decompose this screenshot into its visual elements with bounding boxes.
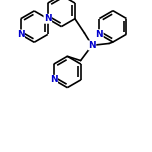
Text: N: N bbox=[50, 75, 58, 84]
Text: N: N bbox=[88, 41, 96, 50]
Text: N: N bbox=[96, 30, 103, 39]
Text: N: N bbox=[17, 30, 24, 39]
Text: N: N bbox=[44, 14, 52, 23]
